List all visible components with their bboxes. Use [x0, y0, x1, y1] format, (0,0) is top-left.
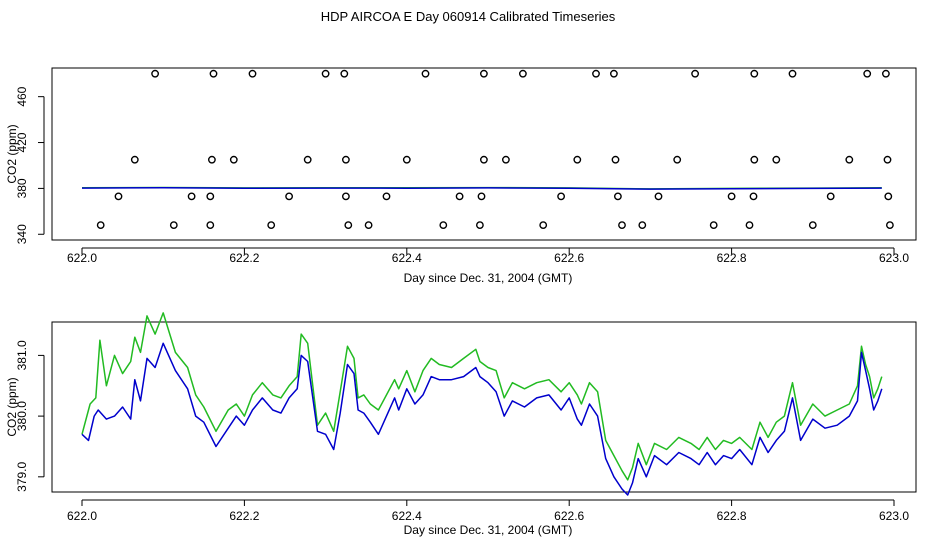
y-tick-label: 380 — [15, 178, 29, 198]
data-point — [114, 192, 123, 201]
line-panel-bottom: 622.0 622.2 622.4 622.6 622.8 623.0 Day since … — [5, 312, 917, 537]
data-point — [727, 192, 736, 201]
y-tick-label: 380.0 — [15, 401, 29, 431]
x-tick-label: 623.0 — [879, 251, 909, 265]
data-point — [772, 155, 781, 164]
x-tick-label: 622.8 — [717, 251, 747, 265]
x-axis-label: Day since Dec. 31, 2004 (GMT) — [404, 523, 573, 537]
data-point — [882, 69, 890, 78]
data-point — [519, 69, 527, 78]
y-axis-label: CO2 (ppm) — [5, 124, 19, 183]
data-point — [364, 221, 373, 230]
x-tick-label: 622.6 — [554, 509, 584, 523]
data-point — [130, 155, 139, 164]
plot-frame — [51, 67, 917, 241]
data-point — [618, 221, 626, 230]
series-line-green — [81, 312, 883, 481]
data-point — [402, 155, 411, 164]
data-point — [439, 221, 448, 230]
x-tick-label: 622.0 — [67, 251, 97, 265]
data-point — [638, 221, 647, 230]
data-point — [673, 155, 682, 164]
y-tick-label: 379.0 — [15, 461, 29, 491]
data-point — [206, 221, 215, 230]
data-point — [341, 192, 350, 201]
data-point — [341, 155, 350, 164]
series-line-blue — [81, 187, 882, 190]
data-point — [455, 192, 464, 201]
data-point — [303, 155, 312, 164]
scatter-panel-top: 622.0 622.2 622.4 622.6 622.8 623.0 Day since … — [5, 67, 917, 285]
data-point — [187, 192, 196, 201]
x-tick-label: 622.4 — [392, 509, 422, 523]
data-point — [573, 155, 582, 164]
data-point — [654, 192, 663, 201]
data-point — [321, 69, 330, 78]
y-tick-label: 340 — [15, 224, 29, 244]
x-tick-label: 622.2 — [229, 251, 259, 265]
data-point — [209, 69, 218, 78]
y-axis-label: CO2 (ppm) — [5, 377, 19, 436]
x-axis-label: Day since Dec. 31, 2004 (GMT) — [404, 271, 573, 285]
data-point — [745, 221, 754, 230]
data-point — [501, 155, 510, 164]
data-point — [808, 221, 817, 230]
data-point — [475, 221, 484, 230]
data-point — [206, 192, 215, 201]
data-point — [709, 221, 718, 230]
data-point — [477, 192, 486, 201]
y-tick-label: 381.0 — [15, 340, 29, 370]
data-point — [479, 155, 488, 164]
data-point — [539, 221, 548, 230]
data-point — [614, 192, 622, 201]
data-point — [340, 69, 349, 78]
data-point — [151, 69, 160, 78]
data-point — [248, 69, 257, 78]
data-point — [883, 155, 892, 164]
data-point — [611, 155, 620, 164]
data-point — [557, 192, 565, 201]
data-point — [479, 69, 488, 78]
y-tick-label: 460 — [15, 86, 29, 106]
data-point — [96, 221, 105, 230]
x-tick-label: 622.4 — [392, 251, 422, 265]
data-point — [285, 192, 293, 201]
data-point — [886, 221, 894, 230]
x-tick-label: 622.6 — [554, 251, 584, 265]
data-point — [788, 69, 797, 78]
data-point — [750, 69, 759, 78]
data-point — [169, 221, 178, 230]
data-point — [207, 155, 216, 164]
data-point — [749, 192, 758, 201]
data-point — [344, 221, 353, 230]
series-line-blue — [81, 342, 883, 496]
x-tick-label: 622.2 — [229, 509, 259, 523]
figure-title: HDP AIRCOA E Day 060914 Calibrated Times… — [320, 9, 616, 24]
data-point — [382, 192, 391, 201]
data-point — [691, 69, 699, 78]
data-point — [845, 155, 854, 164]
x-tick-label: 622.8 — [717, 509, 747, 523]
y-tick-label: 420 — [15, 132, 29, 152]
data-point — [863, 69, 872, 78]
data-point — [592, 69, 600, 78]
data-point — [826, 192, 835, 201]
data-point — [610, 69, 618, 78]
x-tick-label: 622.0 — [67, 509, 97, 523]
data-point — [267, 221, 276, 230]
data-point — [229, 155, 238, 164]
data-point — [884, 192, 893, 201]
x-tick-label: 623.0 — [879, 509, 909, 523]
plot-frame — [51, 321, 917, 493]
data-point — [421, 69, 430, 78]
data-point — [750, 155, 759, 164]
